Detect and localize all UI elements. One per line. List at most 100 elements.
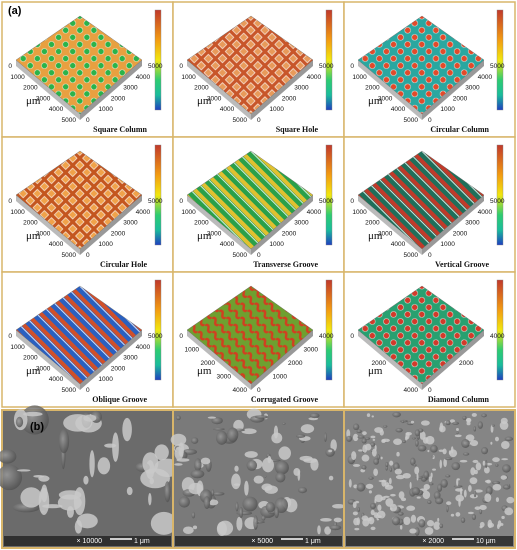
magnification: × 5000 — [251, 538, 273, 545]
tick-label: 3000 — [36, 95, 51, 102]
unit-label: μm — [197, 365, 212, 377]
tick-label: 2000 — [282, 230, 297, 237]
particle — [463, 489, 467, 498]
particle — [76, 513, 98, 529]
tick-label: 5000 — [62, 252, 77, 259]
tick-label: 3000 — [207, 230, 222, 237]
particle — [479, 525, 483, 529]
particle — [446, 504, 449, 513]
info-bar — [4, 536, 171, 546]
particle — [377, 504, 382, 511]
particle — [385, 461, 389, 468]
particle — [481, 413, 487, 418]
particle — [231, 473, 241, 490]
particle — [300, 424, 315, 434]
particle — [112, 432, 119, 462]
tick-label: 5000 — [233, 252, 248, 259]
particle — [164, 481, 171, 503]
tick-label: 4000 — [307, 74, 322, 81]
tick-label: 2000 — [365, 220, 380, 227]
particle — [389, 503, 398, 512]
panel-caption: Square Column — [93, 125, 147, 134]
particle — [417, 444, 427, 452]
particle — [411, 487, 421, 496]
particle — [414, 466, 420, 475]
particle — [324, 526, 332, 535]
tick-label: 0 — [428, 252, 432, 259]
particle — [238, 506, 244, 519]
particle — [423, 484, 430, 490]
particle — [454, 434, 462, 438]
surface-base — [187, 330, 251, 390]
tick-label: 4000 — [136, 74, 151, 81]
particle — [439, 523, 444, 529]
particle — [492, 483, 502, 491]
particle — [369, 442, 376, 447]
particle — [393, 438, 402, 446]
tick-label: 5000 — [404, 252, 419, 259]
particle — [267, 455, 272, 464]
tick-label: 1000 — [440, 106, 455, 113]
tick-label: 0 — [350, 63, 354, 70]
particle — [397, 511, 404, 516]
particle — [384, 482, 390, 488]
particle — [445, 474, 451, 478]
colorbar — [154, 9, 162, 111]
particle — [373, 468, 379, 476]
particle — [376, 510, 386, 519]
tick-label: 2000 — [453, 95, 468, 102]
particle — [458, 498, 461, 507]
particle — [402, 440, 406, 444]
particle — [453, 485, 463, 488]
particle — [170, 433, 187, 446]
particle — [437, 517, 440, 522]
panel-label: (b) — [30, 421, 44, 433]
surface-base — [16, 330, 80, 390]
tick-label: 3000 — [217, 374, 232, 381]
particle — [449, 419, 456, 423]
surface-base — [251, 330, 313, 390]
tick-label: 4000 — [49, 106, 64, 113]
particle — [461, 439, 470, 448]
tick-label: 0 — [350, 198, 354, 205]
particle — [403, 516, 411, 526]
surface — [186, 15, 314, 115]
tick-label: 5000 — [148, 198, 163, 205]
particle — [470, 439, 479, 447]
particle — [427, 449, 430, 453]
particle — [406, 505, 416, 511]
surface-panel: 0 1000 2000 3000 4000 5000 0 1000 2000 3000 4000 50… — [343, 1, 516, 138]
tick-label: 0 — [86, 117, 90, 124]
panel-caption: Transverse Groove — [253, 260, 318, 269]
tick-label: 0 — [350, 333, 354, 340]
particle — [365, 483, 374, 489]
panel-caption: Circular Column — [430, 125, 489, 134]
particle — [492, 457, 500, 463]
particle — [264, 485, 278, 494]
particle — [437, 483, 443, 492]
particle — [500, 475, 508, 480]
particle — [216, 430, 228, 445]
tick-label: 2000 — [288, 360, 303, 367]
tick-label: 5000 — [62, 117, 77, 124]
particle — [484, 460, 488, 469]
particle — [235, 501, 239, 512]
surface-base — [358, 195, 422, 255]
tick-label: 3000 — [465, 85, 480, 92]
particle — [473, 489, 483, 493]
particle — [499, 421, 509, 430]
surface-panel: 0 1000 2000 3000 4000 5000 0 1000 2000 3000 4000 50… — [1, 136, 174, 273]
particle — [352, 501, 357, 509]
tick-label: 0 — [179, 198, 183, 205]
info-bar — [346, 536, 513, 546]
tick-label: 4000 — [220, 241, 235, 248]
tick-label: 1000 — [269, 106, 284, 113]
particle — [296, 434, 306, 438]
particle — [459, 459, 468, 463]
tick-label: 0 — [257, 252, 261, 259]
particle — [444, 457, 453, 461]
particle — [227, 427, 239, 442]
particle — [374, 427, 384, 433]
particle — [104, 443, 117, 448]
particle — [395, 427, 403, 433]
